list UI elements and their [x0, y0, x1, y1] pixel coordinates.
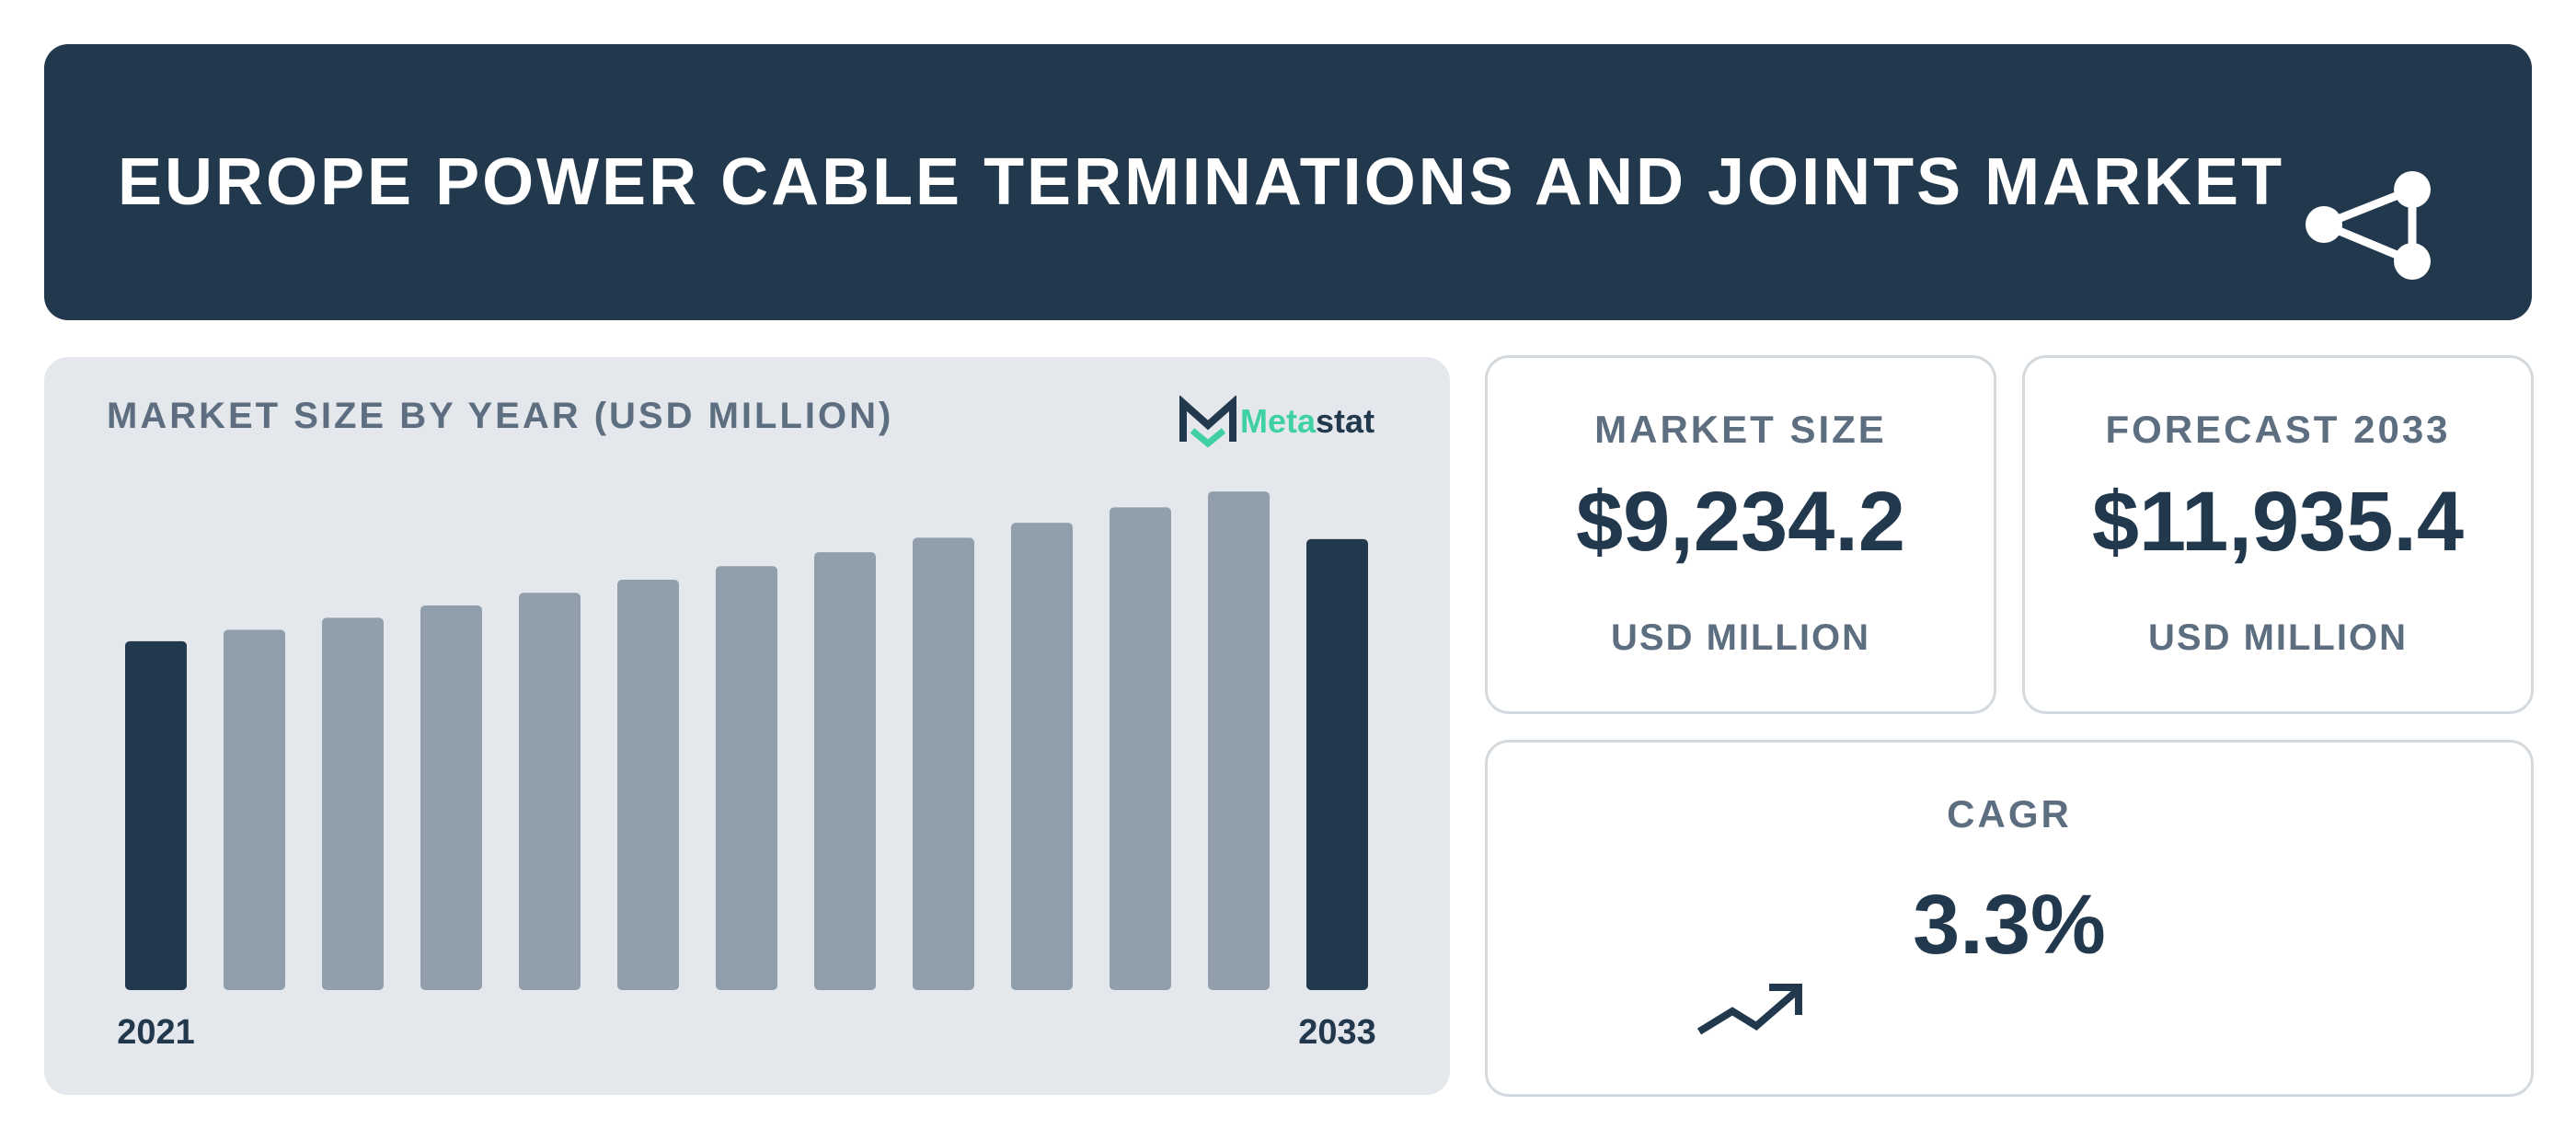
- bar-2030: [1011, 523, 1073, 990]
- bar-2023: [322, 617, 384, 990]
- forecast-unit: USD MILLION: [2148, 617, 2408, 658]
- bar-2028: [814, 552, 876, 990]
- market-size-unit: USD MILLION: [1611, 617, 1870, 658]
- page-title: EUROPE POWER CABLE TERMINATIONS AND JOIN…: [118, 145, 2285, 219]
- bar-2025: [519, 593, 581, 990]
- bar-2026: [617, 580, 679, 990]
- market-size-value: $9,234.2: [1575, 475, 1906, 569]
- bar-2031: [1110, 507, 1171, 990]
- market-size-chart-panel: MARKET SIZE BY YEAR (USD MILLION) Metast…: [44, 357, 1450, 1095]
- trend-up-icon: [1696, 984, 1802, 1035]
- bar-chart: 2021 2033: [117, 491, 1376, 1052]
- x-tick-label-2033: 2033: [1298, 1013, 1376, 1052]
- bar-2032: [1208, 491, 1270, 990]
- bar-2022: [224, 629, 285, 990]
- share-icon[interactable]: [2280, 121, 2455, 296]
- market-size-label: MARKET SIZE: [1594, 408, 1887, 451]
- metastat-logo-icon: [1179, 396, 1236, 447]
- bar-2027: [716, 566, 777, 990]
- logo-text: Metastat: [1240, 402, 1374, 441]
- market-size-card: MARKET SIZE $9,234.2 USD MILLION: [1485, 355, 1996, 714]
- forecast-label: FORECAST 2033: [2105, 408, 2451, 451]
- bar-2029: [913, 537, 974, 990]
- cagr-label: CAGR: [1947, 792, 2072, 836]
- cagr-card: CAGR 3.3%: [1485, 740, 2534, 1097]
- logo-text-stat: stat: [1316, 402, 1375, 440]
- forecast-card: FORECAST 2033 $11,935.4 USD MILLION: [2022, 355, 2534, 714]
- metastat-logo: Metastat: [1178, 394, 1374, 449]
- x-tick-label-2021: 2021: [117, 1013, 195, 1052]
- bar-2021: [125, 640, 187, 990]
- bar-2024: [420, 605, 482, 990]
- bar-2033: [1306, 538, 1368, 990]
- forecast-value: $11,935.4: [2091, 475, 2465, 569]
- logo-text-meta: Meta: [1240, 402, 1317, 440]
- cagr-value: 3.3%: [1913, 878, 2106, 972]
- header-banner: EUROPE POWER CABLE TERMINATIONS AND JOIN…: [44, 44, 2532, 320]
- chart-title: MARKET SIZE BY YEAR (USD MILLION): [107, 396, 894, 436]
